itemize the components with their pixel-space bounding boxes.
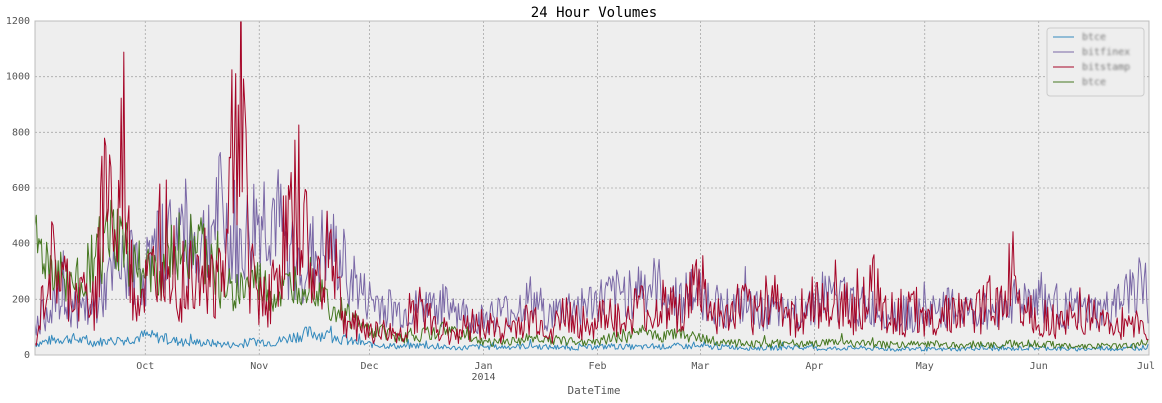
x-tick-label: Apr [805,361,823,372]
y-tick-label: 0 [24,350,30,361]
x-tick-label: May [916,361,934,372]
legend-box [1046,27,1145,97]
y-tick-label: 1200 [6,16,30,27]
plot-frame [34,20,1150,356]
legend-label: bitstamp [1082,62,1130,73]
series-line-2 [35,21,1149,346]
y-tick-label: 200 [12,294,30,305]
x-tick-sublabel: 2014 [471,372,495,383]
y-tick-label: 800 [12,127,30,138]
x-tick-label: Jul [1137,361,1155,372]
x-tick-label: Jan [475,361,493,372]
y-tick-label: 600 [12,183,30,194]
series-layer [35,21,1149,352]
y-tick-label: 400 [12,239,30,250]
x-tick-label: Oct [136,361,154,372]
y-axis: 0 200 400 600 800 1000 1200 [6,16,30,361]
legend-label: btce [1082,32,1106,43]
y-tick-label: 1000 [6,72,30,83]
x-axis-label: DateTime [568,384,621,397]
series-line-3 [35,199,1149,350]
x-tick-label: Nov [250,361,268,372]
x-tick-label: Feb [588,361,606,372]
chart-title: 24 Hour Volumes [531,5,657,21]
series-line-1 [35,152,1149,336]
series-line-0 [35,325,1149,352]
legend-label: bitfinex [1082,47,1130,58]
x-tick-label: Dec [361,361,379,372]
legend-label: btce [1082,77,1106,88]
legend[interactable]: btce bitfinex bitstamp btce [1046,27,1145,97]
x-tick-label: Jun [1030,361,1048,372]
x-tick-label: Mar [691,361,709,372]
